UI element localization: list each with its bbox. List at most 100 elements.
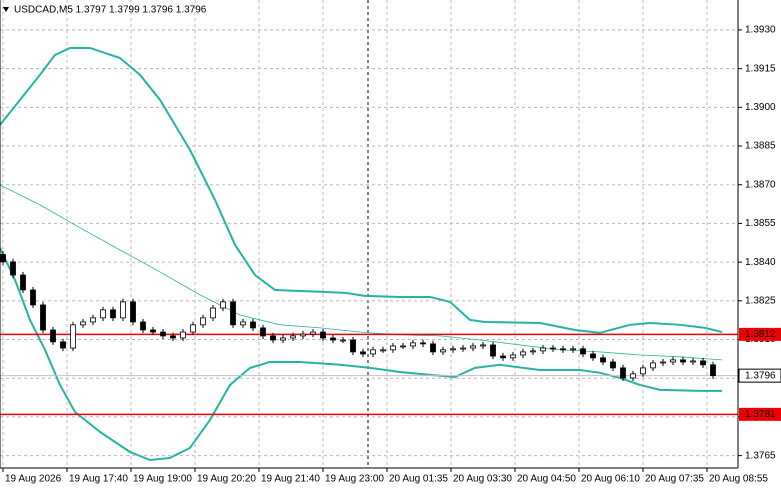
candle-body [480,344,486,347]
candle-body [220,301,226,309]
y-tick-label: 1.3885 [745,141,776,152]
candle-body [630,373,636,379]
candle-body [410,342,416,347]
candle-body [710,364,716,377]
candle-body [100,309,106,319]
candle-body [350,339,356,353]
x-tick-label: 20 Aug 01:35 [389,474,448,485]
candle-body [340,339,346,342]
candle-body [160,331,166,337]
candle-body [380,349,386,352]
x-tick-label: 19 Aug 2026 [5,474,62,485]
level-label-box [739,327,781,341]
candle-body [120,301,126,319]
candle-body [20,274,26,291]
candle-body [140,321,146,331]
x-tick-label: 20 Aug 08:55 [709,474,768,485]
y-tick-label: 1.3855 [745,218,776,229]
candle-body [580,348,586,355]
candle-body [690,360,696,363]
candle-body [670,359,676,363]
y-tick-label: 1.3825 [745,295,776,306]
candle-body [30,289,36,306]
candle-body [40,304,46,331]
y-tick-label: 1.3900 [745,102,776,113]
candle-body [460,347,466,350]
candle-body [80,321,86,326]
y-tick-label: 1.3915 [745,63,776,74]
candle-body [240,321,246,326]
candle-body [0,253,6,263]
candle-body [560,348,566,351]
candle-body [230,301,236,326]
candle-body [660,361,666,364]
x-tick-label: 19 Aug 23:00 [325,474,384,485]
candle-body [540,347,546,352]
candle-body [320,331,326,339]
chart-title: USDCAD,M5 1.3797 1.3799 1.3796 1.3796 [14,5,207,16]
candle-body [190,324,196,333]
candle-body [330,337,336,341]
candle-body [210,307,216,319]
last-price-label: 1.3796 [745,370,776,381]
x-tick-label: 20 Aug 04:50 [517,474,576,485]
candle-body [250,321,256,329]
candle-body [60,341,66,349]
candle-body [400,345,406,348]
bollinger-band [0,247,722,462]
candle-body [440,349,446,353]
level-label: 1.3781 [745,409,776,420]
candle-body [470,345,476,349]
candle-body [50,329,56,343]
candle-body [370,349,376,355]
candle-body [130,301,136,323]
candle-body [520,351,526,356]
level-label-box [739,407,781,421]
candle-body [280,337,286,341]
last-price-box [738,368,781,383]
candle-body [500,355,506,359]
menu-arrow [3,7,9,12]
candle-body [490,344,496,357]
candle-body [510,354,516,359]
candle-body [90,317,96,323]
candle-body [10,261,16,276]
candle-body [200,317,206,326]
candle-body [530,350,536,353]
candle-body [390,345,396,351]
candle-body [70,324,76,349]
y-tick-label: 1.3870 [745,179,776,190]
candle-body [420,342,426,345]
x-tick-label: 19 Aug 19:00 [133,474,192,485]
candle-body [570,348,576,351]
y-tick-label: 1.3840 [745,257,776,268]
candle-body [300,333,306,337]
candle-body [590,353,596,359]
candle-body [430,343,436,353]
candle-body [150,329,156,333]
bollinger-band [0,46,723,334]
candle-body [620,367,626,379]
x-tick-label: 19 Aug 17:40 [69,474,128,485]
candle-body [360,351,366,355]
candle-body [550,347,556,350]
candle-body [260,327,266,337]
candle-body [310,331,316,335]
candle-body [680,359,686,363]
plot-layer [0,46,738,462]
candle-body [640,367,646,375]
y-tick-label: 1.3765 [745,450,776,461]
x-tick-label: 20 Aug 06:10 [581,474,640,485]
bollinger-band [0,184,723,361]
x-tick-label: 19 Aug 21:40 [261,474,320,485]
candle-body [180,331,186,339]
candle-body [650,362,656,369]
x-tick-label: 20 Aug 07:35 [645,474,704,485]
x-tick-label: 20 Aug 03:30 [453,474,512,485]
candle-body [270,335,276,341]
y-tick-label: 1.3930 [745,25,776,36]
candle-body [290,335,296,339]
